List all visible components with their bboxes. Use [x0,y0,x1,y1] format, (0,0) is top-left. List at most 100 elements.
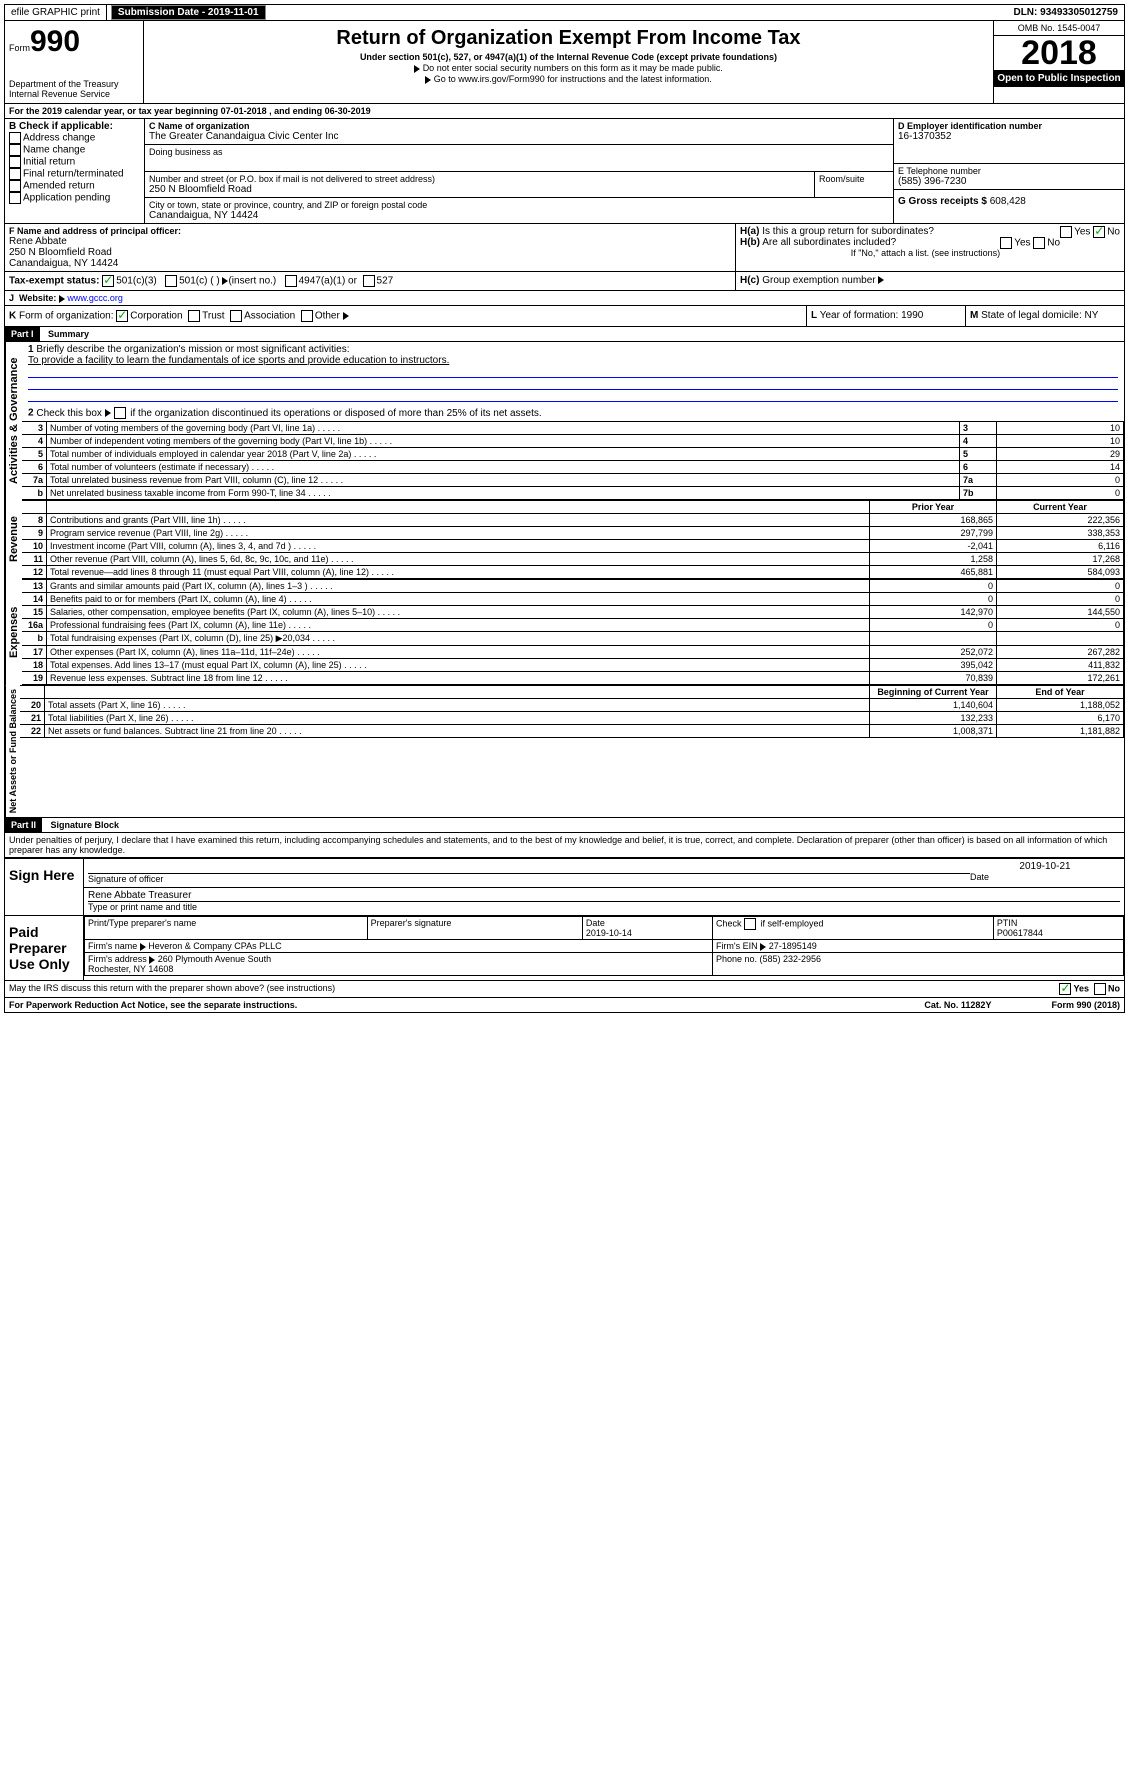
cb-other[interactable] [301,310,313,322]
table-row: bTotal fundraising expenses (Part IX, co… [22,632,1124,646]
prep-sig-h: Preparer's signature [367,917,582,940]
paid-preparer-block: Paid Preparer Use Only Print/Type prepar… [4,916,1125,981]
gross-receipts: 608,428 [990,196,1026,207]
firm-phone: Phone no. (585) 232-2956 [712,953,1123,976]
open-to-public: Open to Public Inspection [994,70,1124,87]
prep-date: Date2019-10-14 [582,917,712,940]
cb-final[interactable]: Final return/terminated [9,168,140,180]
prep-check-se: Check if self-employed [712,917,993,940]
table-row: 21Total liabilities (Part X, line 26) . … [20,712,1124,725]
cb-address[interactable]: Address change [9,132,140,144]
table-row: 8Contributions and grants (Part VIII, li… [22,514,1124,527]
arrow-icon [105,409,111,417]
m-state: M State of legal domicile: NY [965,306,1124,326]
subtitle-3: Go to www.irs.gov/Form990 for instructio… [148,74,989,84]
mission-text: To provide a facility to learn the funda… [28,355,449,366]
tax-exempt-label: Tax-exempt status: [9,276,99,287]
g-label: G Gross receipts $ [898,196,987,207]
arrow-icon [760,943,766,951]
firm-name: Firm's name Heveron & Company CPAs PLLC [85,940,713,953]
cb-initial[interactable]: Initial return [9,156,140,168]
arrow-icon [878,276,884,284]
firm-ein: Firm's EIN 27-1895149 [712,940,1123,953]
room-label: Room/suite [814,172,893,197]
telephone: (585) 396-7230 [898,176,1120,187]
col-end: End of Year [997,686,1124,699]
prep-ptin: PTINP00617844 [993,917,1123,940]
street-address: 250 N Bloomfield Road [149,184,810,195]
cb-4947[interactable] [285,275,297,287]
sign-here-block: Sign Here Signature of officer 2019-10-2… [4,858,1125,916]
subtitle-2: Do not enter social security numbers on … [148,63,989,73]
form-number: 990 [30,25,80,58]
form-title: Return of Organization Exempt From Incom… [148,27,989,50]
h-b: H(b) Are all subordinates included? Yes … [740,237,1120,248]
prep-name-h: Print/Type preparer's name [85,917,368,940]
subtitle-1: Under section 501(c), 527, or 4947(a)(1)… [148,52,989,62]
line-a: For the 2019 calendar year, or tax year … [4,104,1125,119]
table-row: 5Total number of individuals employed in… [22,448,1124,461]
addr-label: Number and street (or P.O. box if mail i… [149,174,810,184]
c-name-label: C Name of organization [149,121,889,131]
sign-here-label: Sign Here [5,859,84,915]
city-label: City or town, state or province, country… [149,200,889,210]
d-label: D Employer identification number [898,121,1120,131]
col-current: Current Year [997,501,1124,514]
arrow-icon [149,956,155,964]
sig-date-label: Date [970,872,989,882]
table-row: bNet unrelated business taxable income f… [22,487,1124,500]
summary-table: 3Number of voting members of the governi… [22,421,1124,500]
col-beginning: Beginning of Current Year [870,686,997,699]
expenses-section: Expenses 13Grants and similar amounts pa… [4,579,1125,685]
activities-governance: Activities & Governance 1 Briefly descri… [4,342,1125,500]
discuss-row: May the IRS discuss this return with the… [4,981,1125,998]
table-row: 16aProfessional fundraising fees (Part I… [22,619,1124,632]
col-prior: Prior Year [870,501,997,514]
arrow-icon [59,295,65,303]
org-name: The Greater Canandaigua Civic Center Inc [149,131,889,142]
form-ref: Form 990 (2018) [1051,1000,1120,1010]
cb-name[interactable]: Name change [9,144,140,156]
cb-assoc[interactable] [230,310,242,322]
table-row: 19Revenue less expenses. Subtract line 1… [22,672,1124,685]
block-bcde: B Check if applicable: Address change Na… [4,119,1125,224]
e-label: E Telephone number [898,166,1120,176]
officer-address: 250 N Bloomfield Road Canandaigua, NY 14… [9,247,731,269]
table-row: 15Salaries, other compensation, employee… [22,606,1124,619]
ein: 16-1370352 [898,131,1120,142]
table-row: 14Benefits paid to or for members (Part … [22,593,1124,606]
b-label: B Check if applicable: [9,121,140,132]
cb-trust[interactable] [188,310,200,322]
sig-date: 2019-10-21 [970,861,1120,872]
cb-discuss-yes[interactable] [1059,983,1071,995]
sig-officer-label: Signature of officer [88,874,163,884]
website-link[interactable]: www.gccc.org [67,293,123,303]
part1-header: Part I Summary [4,327,1125,342]
h-b-note: If "No," attach a list. (see instruction… [740,248,1120,258]
firm-address: Firm's address 260 Plymouth Avenue South… [85,953,713,976]
arrow-icon [140,943,146,951]
table-row: 18Total expenses. Add lines 13–17 (must … [22,659,1124,672]
cb-527[interactable] [363,275,375,287]
cb-501c3[interactable] [102,275,114,287]
officer-sig-name: Rene Abbate Treasurer [88,890,191,901]
topbar: efile GRAPHIC print efile GRAPHIC print … [4,4,1125,21]
cb-discontinued[interactable] [114,407,126,419]
cb-pending[interactable]: Application pending [9,192,140,204]
expenses-table: 13Grants and similar amounts paid (Part … [22,579,1124,685]
vlabel-governance: Activities & Governance [5,342,22,500]
table-row: 17Other expenses (Part IX, column (A), l… [22,646,1124,659]
cb-amended[interactable]: Amended return [9,180,140,192]
revenue-table: Prior YearCurrent Year 8Contributions an… [22,500,1124,579]
netassets-table: Beginning of Current YearEnd of Year 20T… [20,685,1124,738]
table-row: 12Total revenue—add lines 8 through 11 (… [22,566,1124,579]
cb-corp[interactable] [116,310,128,322]
cb-501c[interactable] [165,275,177,287]
city-state-zip: Canandaigua, NY 14424 [149,210,889,221]
arrow-icon [425,76,431,84]
k-label: Form of organization: [19,311,114,322]
cb-self-employed[interactable] [744,918,756,930]
table-row: 20Total assets (Part X, line 16) . . . .… [20,699,1124,712]
efile-label: efile GRAPHIC print [5,5,107,20]
cb-discuss-no[interactable] [1094,983,1106,995]
